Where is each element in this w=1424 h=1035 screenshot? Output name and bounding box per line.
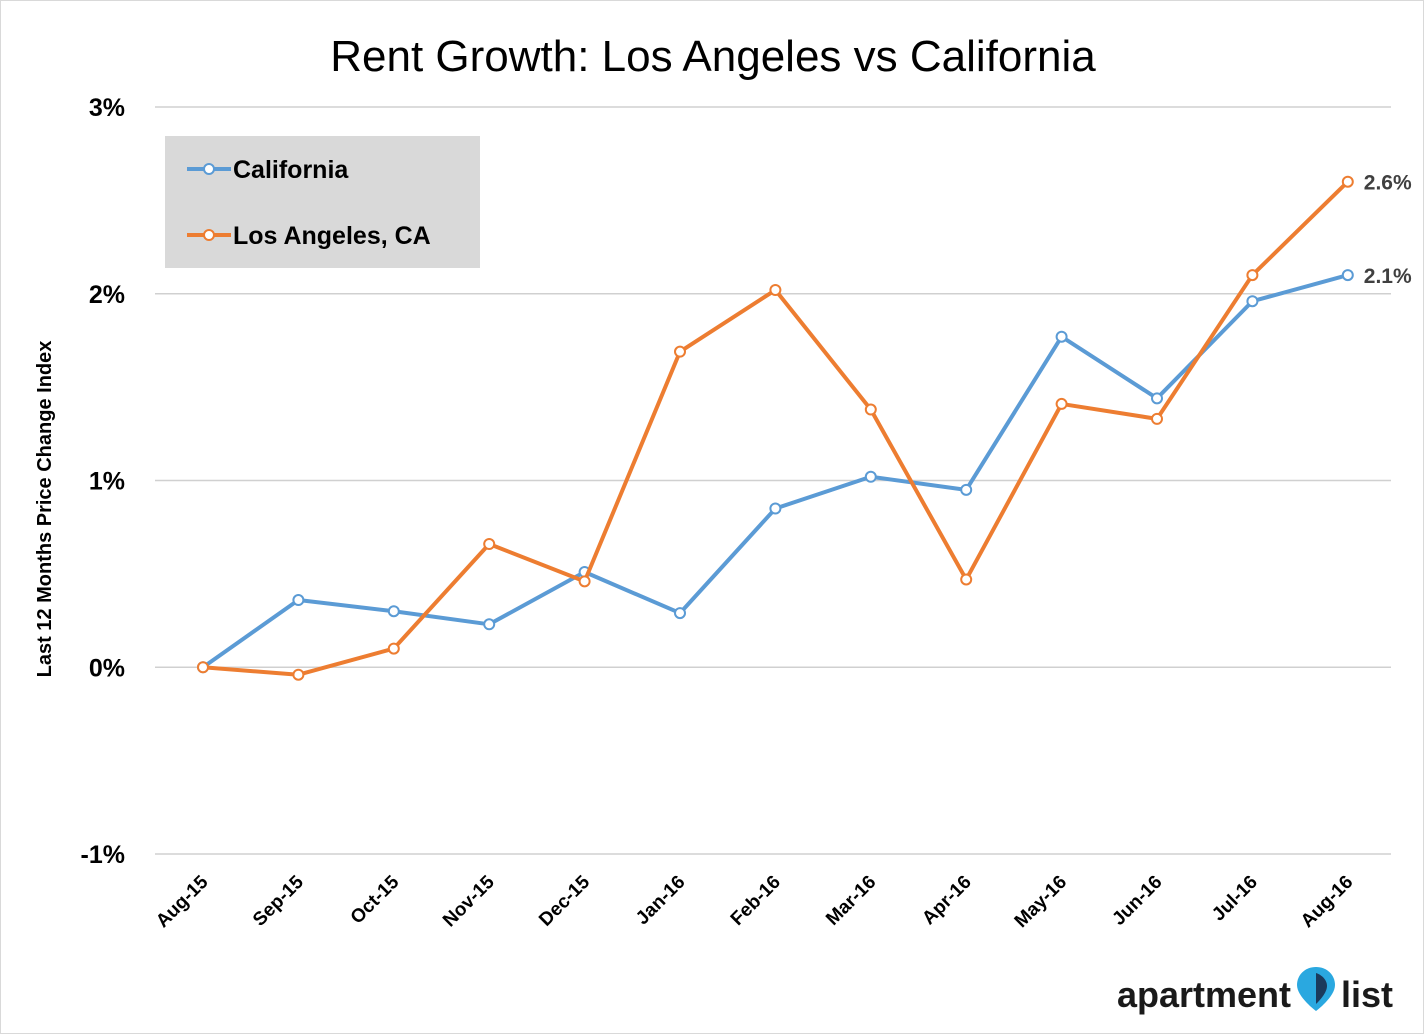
y-axis-ticks: 3% 2% 1% 0% -1% xyxy=(81,94,125,869)
data-point-los-angeles-ca xyxy=(674,345,686,358)
x-tick-label: Jun-16 xyxy=(1108,872,1166,930)
legend-box xyxy=(165,136,480,268)
x-tick-label: Apr-16 xyxy=(918,872,975,929)
y-tick-label: 2% xyxy=(89,281,125,309)
data-point-los-angeles-ca xyxy=(1246,269,1259,282)
data-point-los-angeles-ca xyxy=(1055,397,1068,410)
data-point-california xyxy=(864,470,877,483)
apartment-list-logo: apartment list xyxy=(1117,967,1393,1015)
data-point-california xyxy=(483,618,496,631)
data-point-california xyxy=(769,502,782,515)
x-tick-label: Feb-16 xyxy=(727,872,785,930)
data-point-california xyxy=(1341,269,1354,282)
legend-label-los-angeles: Los Angeles, CA xyxy=(233,222,431,250)
data-point-california xyxy=(387,605,400,618)
y-tick-label: 1% xyxy=(89,468,125,496)
logo-text-apartment: apartment xyxy=(1117,974,1291,1015)
y-tick-label: 3% xyxy=(89,94,125,122)
data-point-los-angeles-ca xyxy=(483,537,496,550)
data-point-california xyxy=(1151,392,1163,405)
x-tick-label: Nov-15 xyxy=(439,871,499,931)
logo-text-list: list xyxy=(1341,974,1393,1015)
data-point-california xyxy=(960,483,973,496)
y-tick-label: -1% xyxy=(81,841,125,869)
chart-title: Rent Growth: Los Angeles vs California xyxy=(330,32,1096,81)
legend-marker-los-angeles xyxy=(203,229,215,241)
x-tick-label: Aug-16 xyxy=(1297,872,1357,932)
grid-lines xyxy=(155,106,1391,855)
series-line-california xyxy=(201,273,1349,669)
data-point-california xyxy=(292,594,305,607)
end-value-label-los-angeles-ca: 2.6% xyxy=(1364,172,1412,195)
data-point-los-angeles-ca xyxy=(578,575,591,588)
x-tick-label: May-16 xyxy=(1011,872,1071,932)
data-point-los-angeles-ca xyxy=(1151,412,1163,425)
x-tick-label: Mar-16 xyxy=(822,872,880,930)
data-point-california xyxy=(1246,295,1259,308)
y-axis-label: Last 12 Months Price Change Index xyxy=(34,341,56,678)
data-point-los-angeles-ca xyxy=(769,284,782,297)
x-axis-ticks: Aug-15 Sep-15 Oct-15 Nov-15 Dec-15 Jan-16 Feb-… xyxy=(152,871,1357,932)
data-point-los-angeles-ca xyxy=(1341,175,1354,188)
x-tick-label: Jan-16 xyxy=(632,872,689,929)
data-point-los-angeles-ca xyxy=(864,403,877,416)
map-pin-icon xyxy=(1297,967,1335,1011)
data-point-california xyxy=(674,607,686,620)
legend-marker-california xyxy=(203,163,215,175)
data-point-los-angeles-ca xyxy=(960,573,973,586)
x-tick-label: Oct-15 xyxy=(347,871,404,928)
legend: California Los Angeles, CA xyxy=(165,136,480,268)
x-tick-label: Dec-15 xyxy=(535,871,594,930)
y-tick-label: 0% xyxy=(89,654,125,682)
legend-label-california: California xyxy=(233,156,349,184)
data-point-los-angeles-ca xyxy=(292,668,305,681)
x-tick-label: Aug-15 xyxy=(152,871,213,932)
series-group: 2.1% 2.6% xyxy=(197,172,1412,681)
end-value-label-california: 2.1% xyxy=(1364,265,1412,288)
x-tick-label: Jul-16 xyxy=(1208,872,1262,926)
data-point-california xyxy=(1055,330,1068,343)
data-point-los-angeles-ca xyxy=(387,642,400,655)
data-point-los-angeles-ca xyxy=(197,661,209,674)
x-tick-label: Sep-15 xyxy=(249,871,308,930)
